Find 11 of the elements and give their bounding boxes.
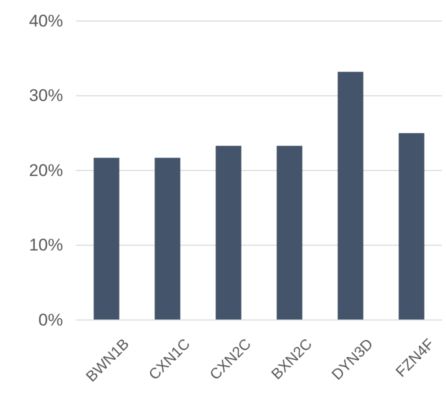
bar [338, 72, 364, 320]
bar [276, 146, 302, 320]
y-tick-label: 10% [28, 236, 63, 255]
y-tick-label: 0% [38, 310, 63, 330]
y-tick-label: 40% [28, 11, 63, 30]
bar [94, 158, 120, 320]
y-tick-label: 20% [28, 160, 63, 180]
bar [154, 158, 180, 320]
bar [216, 146, 242, 320]
bar [398, 133, 424, 320]
y-tick-label: 30% [28, 86, 63, 106]
